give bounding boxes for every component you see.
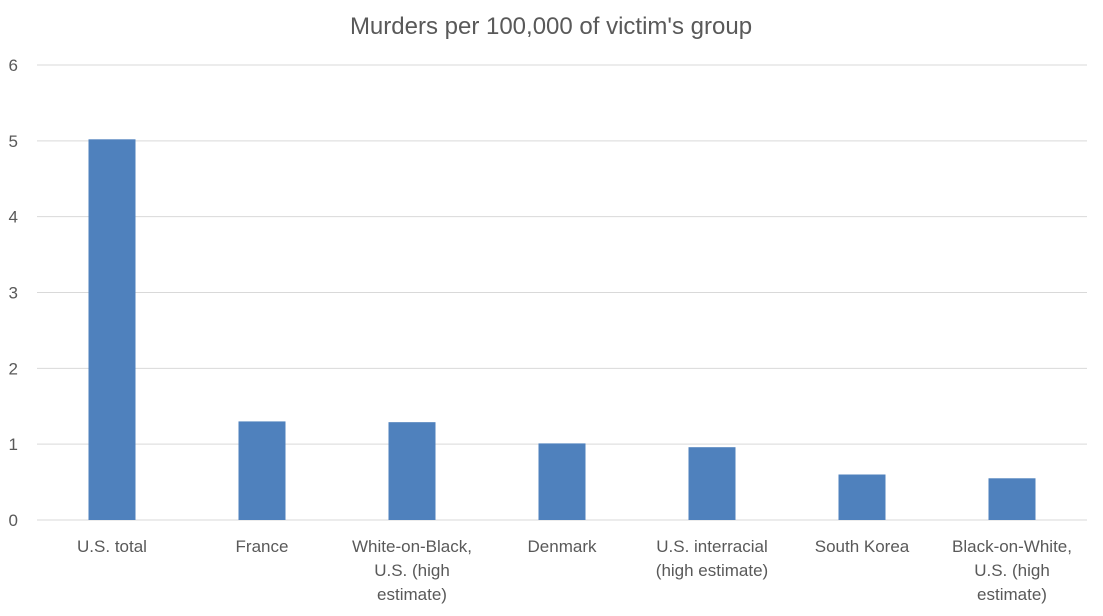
bar xyxy=(238,421,286,520)
x-category-label: White-on-Black, U.S. (high estimate) xyxy=(352,537,472,604)
bar xyxy=(538,443,586,520)
x-category-label: Denmark xyxy=(528,537,597,556)
y-tick-label: 5 xyxy=(9,132,18,151)
x-category-label-line: U.S. interracial xyxy=(656,537,767,556)
y-tick-label: 4 xyxy=(9,208,18,227)
x-category-label-line: estimate) xyxy=(377,585,447,604)
chart-title: Murders per 100,000 of victim's group xyxy=(350,13,752,40)
x-category-label: South Korea xyxy=(815,537,910,556)
x-category-label-line: France xyxy=(236,537,289,556)
y-tick-label: 0 xyxy=(9,511,18,530)
x-category-label-line: U.S. total xyxy=(77,537,147,556)
x-category-label-line: U.S. (high xyxy=(974,561,1050,580)
x-category-label-line: (high estimate) xyxy=(656,561,768,580)
x-category-label-line: South Korea xyxy=(815,537,910,556)
y-tick-label: 6 xyxy=(9,56,18,75)
bar xyxy=(388,422,436,520)
x-category-label-line: estimate) xyxy=(977,585,1047,604)
x-category-label-line: U.S. (high xyxy=(374,561,450,580)
y-tick-label: 3 xyxy=(9,284,18,303)
bar xyxy=(988,478,1036,520)
bar xyxy=(688,447,736,520)
x-category-label: Black-on-White, U.S. (high estimate) xyxy=(952,537,1072,604)
y-axis-ticks: 0 1 2 3 4 5 6 xyxy=(9,56,18,530)
bar xyxy=(88,139,136,521)
bar xyxy=(838,474,886,520)
gridlines xyxy=(37,64,1087,521)
x-category-label: U.S. interracial (high estimate) xyxy=(656,537,768,580)
bars xyxy=(88,139,1036,521)
x-category-label-line: Black-on-White, xyxy=(952,537,1072,556)
x-category-label-line: White-on-Black, xyxy=(352,537,472,556)
y-tick-label: 1 xyxy=(9,435,18,454)
x-axis-labels: U.S. total France White-on-Black, U.S. (hig… xyxy=(77,537,1072,604)
y-tick-label: 2 xyxy=(9,359,18,378)
x-category-label: France xyxy=(236,537,289,556)
x-category-label: U.S. total xyxy=(77,537,147,556)
x-category-label-line: Denmark xyxy=(528,537,597,556)
